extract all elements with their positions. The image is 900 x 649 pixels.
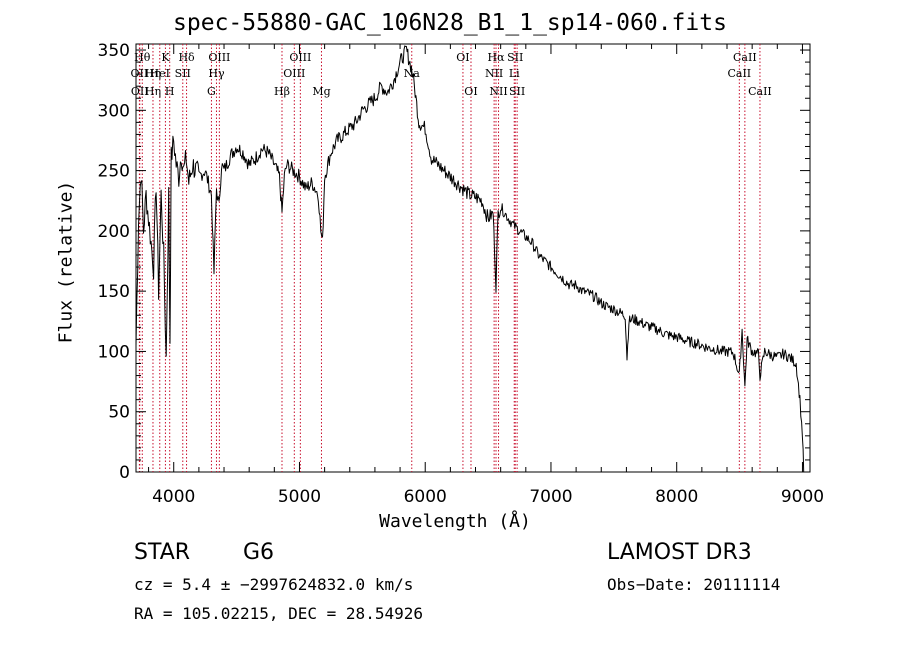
emission-line-label: Hθ [134,51,151,64]
y-tick-label: 350 [98,41,130,61]
emission-line-label: Hδ [178,51,195,64]
emission-line-label: OI [456,51,469,64]
x-tick-label: 8000 [655,487,698,507]
emission-line-label: H [165,85,175,98]
x-tick-label: 6000 [404,487,447,507]
y-tick-label: 0 [119,463,130,483]
emission-line-label: CaII [748,85,772,98]
y-tick-label: 250 [98,162,130,182]
emission-line-label: K [161,51,170,64]
emission-line-label: NII [489,85,507,98]
emission-line-label: CaII [727,67,751,80]
x-tick-label: 5000 [278,487,321,507]
emission-line-label: SII [507,51,523,64]
emission-line-label: Hα [487,51,505,64]
y-tick-label: 100 [98,342,130,362]
flux-series-line [135,45,805,473]
emission-line-label: HeI [150,67,170,80]
emission-line-label: OIII [289,51,311,64]
coordinates-readout: RA = 105.02215, DEC = 28.54926 [134,604,423,623]
emission-line-label: Li [509,67,520,80]
emission-line-label: Mg [312,85,330,98]
y-tick-label: 300 [98,101,130,121]
x-tick-label: 9000 [781,487,824,507]
emission-line-label: Hγ [208,67,225,80]
y-tick-label: 200 [98,222,130,242]
emission-line-label: Hβ [274,85,290,98]
observation-date: Obs−Date: 20111114 [607,575,781,594]
emission-line-label: G [207,85,216,98]
object-class: STAR [134,540,191,565]
emission-line-label: OII [131,67,149,80]
axis-ticks [136,44,810,473]
emission-line-label: SII [509,85,525,98]
x-tick-label: 7000 [529,487,572,507]
emission-line-label: OIII [208,51,230,64]
emission-line-markers [138,44,761,472]
y-axis-label: Flux (relative) [55,180,77,344]
axes-frame [135,43,811,473]
emission-line-label: OIII [283,67,305,80]
emission-line-label: SII [175,67,191,80]
redshift-readout: cz = 5.4 ± −2997624832.0 km/s [134,575,414,594]
emission-line-label: Na [404,67,421,80]
y-tick-label: 50 [108,403,130,423]
emission-line-label: OII [131,85,149,98]
x-axis-label: Wavelength (Å) [379,511,531,532]
emission-line-label: Hη [145,85,161,98]
survey-name: LAMOST DR3 [607,540,752,565]
emission-line-label: OI [464,85,477,98]
object-subclass: G6 [243,540,275,565]
chart-title: spec-55880-GAC_106N28_B1_1_sp14-060.fits [173,10,727,36]
x-tick-label: 4000 [152,487,195,507]
emission-line-label: NII [485,67,503,80]
emission-line-label: Hη [145,67,161,80]
emission-line-label: CaII [733,51,757,64]
y-tick-label: 150 [98,282,130,302]
